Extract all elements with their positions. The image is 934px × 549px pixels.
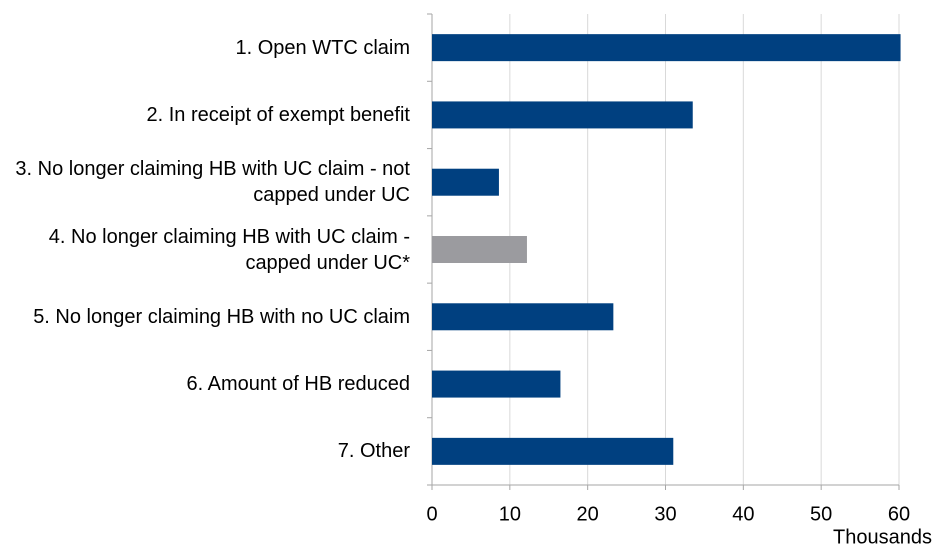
x-tick-label: 10 xyxy=(499,503,521,525)
x-tick-label: 60 xyxy=(888,503,910,525)
x-tick-label: 40 xyxy=(732,503,754,525)
y-tick-label: 4. No longer claiming HB with UC claim -… xyxy=(48,225,410,274)
y-tick-label: 7. Other xyxy=(337,440,410,463)
y-tick-label: 5. No longer claiming HB with no UC clai… xyxy=(33,305,410,328)
x-tick-label: 0 xyxy=(426,503,437,525)
y-tick-label: 3. No longer claiming HB with UC claim -… xyxy=(15,158,410,207)
bar xyxy=(432,303,614,331)
x-tick-label: 30 xyxy=(654,503,676,525)
x-tick-label: 50 xyxy=(810,503,832,525)
y-tick-label: 6. Amount of HB reduced xyxy=(186,373,410,396)
bar xyxy=(432,168,499,196)
y-tick-label: 2. In receipt of exempt benefit xyxy=(146,103,411,126)
x-axis-label: Thousands xyxy=(833,526,932,548)
x-tick-label: 20 xyxy=(577,503,599,525)
bar xyxy=(432,101,693,129)
bar xyxy=(432,236,527,263)
bar xyxy=(432,370,561,398)
y-tick-label: 1. Open WTC claim xyxy=(235,36,410,59)
bar xyxy=(432,34,901,62)
bar xyxy=(432,437,674,465)
